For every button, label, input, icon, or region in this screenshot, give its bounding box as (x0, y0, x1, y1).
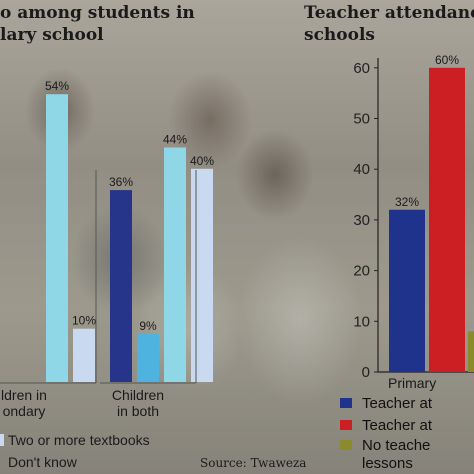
legend-swatch-textbooks (0, 434, 4, 446)
source-credit: Source: Twaweza (200, 456, 307, 470)
left-bar-s2-c1 (164, 147, 186, 382)
legend-textbooks-label: Two or more textbooks (8, 432, 150, 448)
legend-dont-know-label: Don't know (8, 454, 77, 470)
left-title-line-1: o among students in (0, 3, 195, 23)
right-legend-label-1-0: Teacher at (362, 417, 433, 434)
left-bar-s3-c0 (73, 328, 95, 382)
right-legend-swatch-1 (340, 420, 352, 430)
right-y-tick-label-10: 10 (353, 313, 370, 330)
right-bar-0 (389, 209, 425, 372)
right-legend-swatch-0 (340, 398, 352, 408)
left-data-label-s2-c1: 44% (163, 132, 187, 146)
left-data-label-s0-c1: 36% (109, 175, 133, 189)
right-y-tick-label-50: 50 (353, 111, 370, 128)
right-legend-swatch-2 (340, 440, 352, 450)
left-data-label-s3-c1: 40% (190, 154, 214, 168)
left-category-label-0-1: ondary (3, 403, 46, 419)
right-y-tick-label-60: 60 (353, 60, 370, 77)
left-data-label-s2-c0: 54% (45, 79, 69, 93)
left-title-line-2: lary school (0, 25, 104, 45)
legend-textbooks: Two or more textbooks (8, 432, 150, 448)
right-y-tick-label-20: 20 (353, 263, 370, 280)
left-data-label-s1-c1: 9% (139, 319, 157, 333)
left-category-label-0-0: ldren in (1, 387, 47, 403)
left-bar-s2-c0 (46, 94, 68, 383)
left-bar-s1-c1 (137, 334, 159, 382)
right-legend-label-0-0: Teacher at (362, 395, 433, 412)
left-category-label-1-0: Children (112, 387, 164, 403)
right-title-line-2: schools (304, 25, 375, 45)
right-data-label-0: 32% (395, 195, 419, 209)
right-y-tick-label-30: 30 (353, 212, 370, 229)
left-bar-s0-c1 (110, 190, 132, 382)
right-title-line-1: Teacher attendanc (304, 3, 474, 23)
right-legend-label-2-1: lessons (362, 455, 413, 472)
right-data-label-1: 60% (435, 53, 459, 67)
right-bar-2 (468, 331, 474, 372)
right-chart-title: Teacher attendanc schools (304, 2, 474, 46)
left-data-label-s3-c0: 10% (72, 314, 96, 328)
right-y-tick-label-40: 40 (353, 161, 370, 178)
right-legend-label-2-0: No teache (362, 437, 430, 454)
legend-dont-know: Don't know (8, 454, 77, 470)
right-bar-1 (429, 67, 465, 373)
left-bar-s3-c1 (191, 168, 213, 382)
right-y-tick-label-0: 0 (362, 364, 370, 381)
right-category-label-0: Primary (388, 375, 436, 391)
left-chart-title: o among students in lary school (0, 2, 195, 46)
left-category-label-1-1: in both (117, 403, 159, 419)
